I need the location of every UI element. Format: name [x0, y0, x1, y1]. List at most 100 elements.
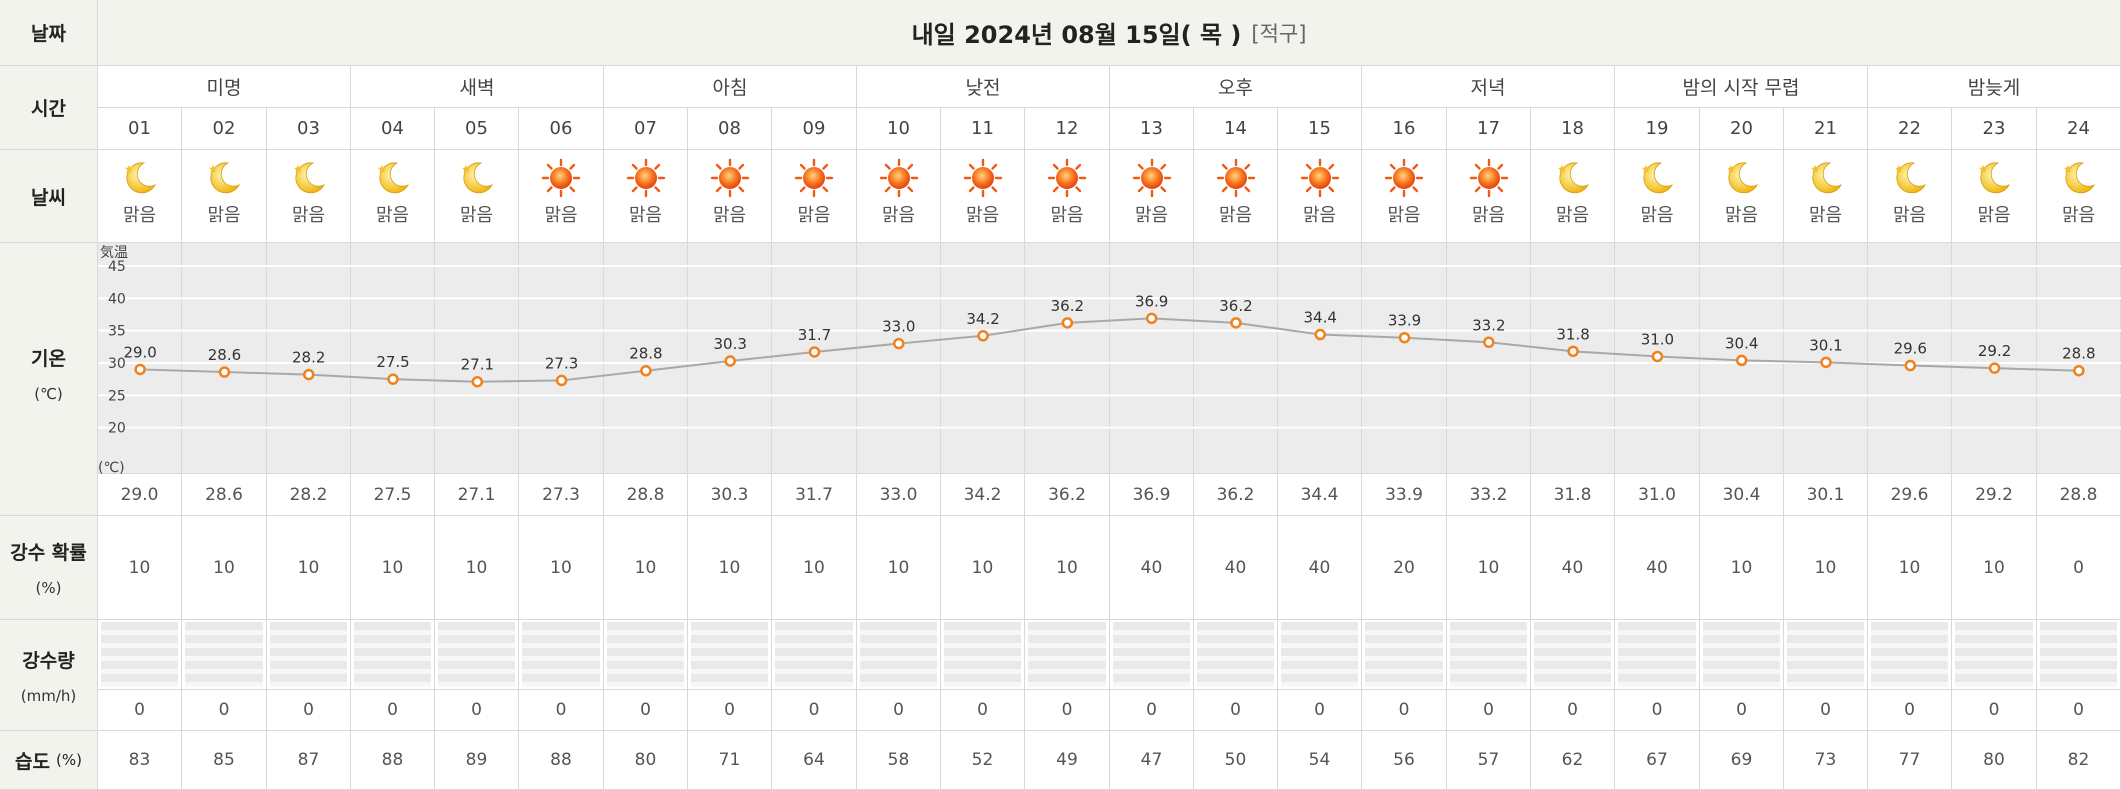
pop-value-cell: 40: [1615, 516, 1700, 620]
temp-point: [808, 346, 821, 358]
sun-icon: [626, 158, 666, 198]
time-slot-header: 미명: [98, 66, 351, 108]
hour-cell: 02: [182, 108, 267, 150]
precip-bar-cell: [267, 620, 351, 690]
temp-point: [893, 337, 905, 350]
pop-value-cell: 10: [1025, 516, 1110, 620]
temp-point: [1145, 312, 1158, 325]
weather-cell: 맑음: [435, 150, 519, 243]
weather-cell: 맑음: [2037, 150, 2121, 243]
sun-icon: [1047, 158, 1087, 198]
temp-data-label: 31.0: [1641, 331, 1674, 349]
moon-icon: [1806, 158, 1846, 198]
pop-value-cell: 10: [519, 516, 604, 620]
precip-bar-cell: [772, 620, 857, 690]
precip-bar-cell: [1784, 620, 1868, 690]
precip-value-cell: 0: [1531, 690, 1615, 731]
chart-column: [772, 243, 857, 474]
weather-cell: 맑음: [1362, 150, 1447, 243]
weather-label: 맑음: [1050, 205, 1084, 226]
temp-point: [1314, 328, 1326, 341]
weather-cell: 맑음: [1615, 150, 1700, 243]
precip-bar-cell: [688, 620, 772, 690]
precip-bar-track: [775, 622, 853, 687]
location-label[interactable]: [적구]: [1251, 21, 1307, 46]
weather-cell: 맑음: [772, 150, 857, 243]
chart-column: [1868, 243, 1952, 474]
precip-value-cell: 0: [1362, 690, 1447, 731]
pop-value-cell: 10: [857, 516, 941, 620]
temp-value-cell: 36.2: [1194, 474, 1278, 516]
temp-value-cell: 30.3: [688, 474, 772, 516]
pop-value-cell: 10: [98, 516, 182, 620]
sun-icon: [794, 158, 834, 198]
temp-point: [1651, 350, 1664, 363]
temp-point: [640, 364, 652, 377]
chart-column: [435, 243, 519, 474]
weather-cell: 맑음: [857, 150, 941, 243]
temp-data-label: 30.1: [1809, 336, 1842, 354]
temp-data-label: 31.7: [798, 326, 831, 344]
sun-icon: [963, 158, 1003, 198]
temp-value-cell: 31.7: [772, 474, 857, 516]
weather-label: 맑음: [881, 205, 916, 226]
humidity-value-cell: 83: [98, 731, 182, 790]
precip-bar-track: [438, 622, 515, 687]
chart-column: [1194, 243, 1278, 474]
humidity-value-cell: 80: [604, 731, 688, 790]
temp-data-label: 27.1: [461, 356, 494, 374]
pop-value-cell: 10: [182, 516, 267, 620]
temp-value-cell: 34.4: [1278, 474, 1362, 516]
y-axis-bottom-label: (℃): [98, 460, 125, 474]
weather-label: 맑음: [965, 205, 1000, 226]
weather-label: 맑음: [1218, 205, 1253, 226]
humidity-value-cell: 64: [772, 731, 857, 790]
temp-data-label: 29.0: [123, 343, 156, 361]
chart-column: [267, 243, 351, 474]
moon-icon: [204, 158, 244, 198]
hour-cell: 19: [1615, 108, 1700, 150]
precip-bar-track: [691, 622, 768, 687]
precip-value-cell: 0: [1784, 690, 1868, 731]
temp-data-label: 29.2: [1978, 342, 2011, 360]
weather-cell: 맑음: [1278, 150, 1362, 243]
chart-column: [1531, 243, 1615, 474]
hour-cell: 20: [1700, 108, 1784, 150]
temp-value-cell: 29.6: [1868, 474, 1952, 516]
precip-bar-track: [1955, 622, 2033, 687]
hour-cell: 09: [772, 108, 857, 150]
temp-value-cell: 27.5: [351, 474, 435, 516]
pop-value-cell: 40: [1110, 516, 1194, 620]
weather-cell: 맑음: [519, 150, 604, 243]
weather-cell: 맑음: [1194, 150, 1278, 243]
precip-header: 강수량 (mm/h): [0, 620, 98, 731]
chart-column: [1110, 243, 1194, 474]
temp-point: [1904, 359, 1917, 372]
precip-value-cell: 0: [1952, 690, 2037, 731]
moon-icon: [373, 158, 413, 198]
humidity-value-cell: 88: [351, 731, 435, 790]
chart-column: [1952, 243, 2037, 474]
humidity-value-cell: 87: [267, 731, 351, 790]
time-slot-header: 새벽: [351, 66, 604, 108]
humidity-value-cell: 73: [1784, 731, 1868, 790]
hour-cell: 23: [1952, 108, 2037, 150]
pop-value-cell: 10: [1952, 516, 2037, 620]
moon-icon: [289, 158, 329, 198]
precip-bar-cell: [351, 620, 435, 690]
weather-cell: 맑음: [351, 150, 435, 243]
precip-bar-track: [607, 622, 684, 687]
time-slot-header: 아침: [604, 66, 857, 108]
temp-value-cell: 29.0: [98, 474, 182, 516]
temp-data-label: 28.2: [292, 349, 325, 367]
precip-bar-track: [1618, 622, 1696, 687]
precip-bar-cell: [1700, 620, 1784, 690]
precip-value-cell: 0: [1615, 690, 1700, 731]
precip-unit-label: (mm/h): [20, 686, 77, 705]
moon-icon: [1974, 158, 2014, 198]
hour-cell: 24: [2037, 108, 2121, 150]
weather-label: 맑음: [122, 205, 157, 226]
temp-value-cell: 30.1: [1784, 474, 1868, 516]
hour-cell: 05: [435, 108, 519, 150]
humidity-value-cell: 82: [2037, 731, 2121, 790]
